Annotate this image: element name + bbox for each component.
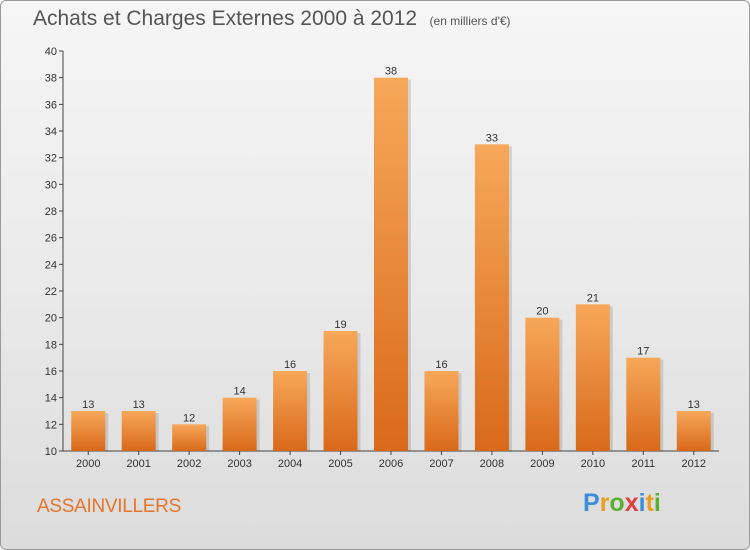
data-label: 20 [536, 306, 548, 318]
data-label: 13 [688, 399, 700, 411]
x-tick-label: 2010 [581, 458, 605, 470]
y-tick-label: 10 [45, 446, 57, 458]
x-tick-label: 2007 [429, 458, 453, 470]
x-tick-label: 2006 [379, 458, 403, 470]
bar [222, 397, 257, 451]
bar [474, 144, 509, 452]
data-label: 14 [233, 386, 245, 398]
title-row: Achats et Charges Externes 2000 à 2012 (… [33, 7, 511, 31]
x-tick-label: 2004 [278, 458, 302, 470]
y-tick-label: 22 [45, 286, 57, 298]
bar [626, 357, 661, 451]
bar [172, 424, 207, 451]
y-tick-label: 20 [45, 313, 57, 325]
logo-letter: x [624, 489, 639, 517]
y-tick-label: 14 [45, 393, 57, 405]
x-tick-label: 2009 [530, 458, 554, 470]
data-label: 13 [133, 399, 145, 411]
chart-title: Achats et Charges Externes 2000 à 2012 [33, 7, 418, 30]
logo-letter: i [638, 489, 646, 517]
x-tick-label: 2001 [126, 458, 150, 470]
bar [575, 304, 610, 451]
bar [424, 371, 459, 451]
bar [71, 411, 106, 451]
y-tick-label: 34 [45, 126, 57, 138]
y-tick-label: 26 [45, 233, 57, 245]
data-label: 16 [435, 359, 447, 371]
logo-letter: i [653, 489, 661, 517]
y-tick-label: 12 [45, 419, 57, 431]
y-tick-label: 24 [45, 259, 57, 271]
data-label: 21 [587, 292, 599, 304]
bar [323, 331, 358, 451]
data-label: 38 [385, 66, 397, 78]
bar [121, 411, 156, 451]
logo-letter: o [609, 489, 625, 517]
x-tick-label: 2003 [227, 458, 251, 470]
x-tick-label: 2008 [480, 458, 504, 470]
chart-subtitle: (en milliers d'€) [429, 14, 511, 28]
data-label: 13 [82, 399, 94, 411]
y-tick-label: 32 [45, 153, 57, 165]
data-label: 12 [183, 412, 195, 424]
x-tick-label: 2002 [177, 458, 201, 470]
x-tick-label: 2005 [328, 458, 352, 470]
x-tick-label: 2000 [76, 458, 100, 470]
chart-labels: 2000 13 2001 13 2002 12 2003 14 2004 16 2005 19 2006… [76, 66, 706, 470]
data-label: 19 [334, 319, 346, 331]
y-tick-label: 36 [45, 99, 57, 111]
bar [676, 411, 711, 451]
y-tick-label: 40 [45, 46, 57, 58]
bar [525, 317, 560, 451]
y-tick-label: 28 [45, 206, 57, 218]
y-tick-label: 38 [45, 73, 57, 85]
bar [374, 77, 408, 452]
chart-bars [71, 77, 714, 452]
logo-letter: t [645, 489, 654, 517]
x-tick-label: 2011 [631, 458, 655, 470]
data-label: 33 [486, 132, 498, 144]
y-tick-label: 30 [45, 179, 57, 191]
proxiti-logo: Proxiti [583, 489, 661, 518]
bar [273, 371, 308, 451]
y-tick-label: 16 [45, 366, 57, 378]
logo-letter: r [599, 489, 610, 517]
x-tick-label: 2012 [682, 458, 706, 470]
commune-name: ASSAINVILLERS [37, 496, 181, 517]
data-label: 16 [284, 359, 296, 371]
logo-letter: P [583, 489, 600, 517]
data-label: 17 [637, 346, 649, 358]
y-tick-label: 18 [45, 339, 57, 351]
